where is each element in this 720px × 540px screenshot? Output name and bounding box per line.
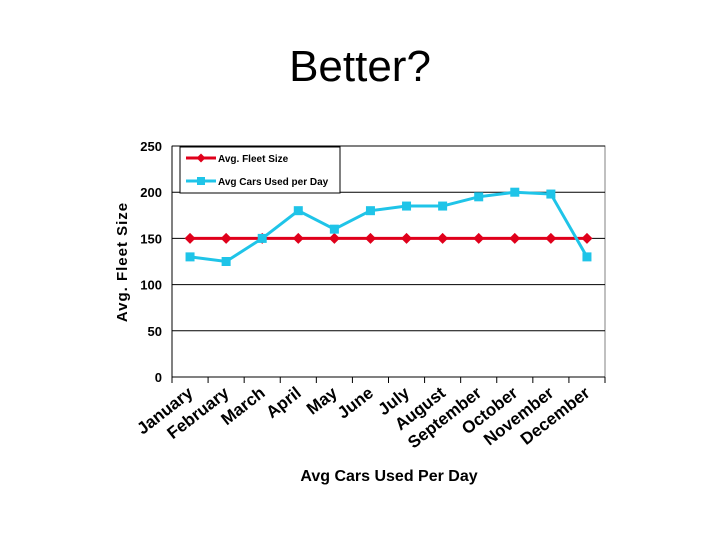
data-point — [329, 224, 339, 234]
y-tick-label: 0 — [155, 370, 162, 385]
data-point — [510, 187, 520, 197]
data-point — [328, 232, 340, 244]
data-point — [473, 232, 485, 244]
data-point — [365, 206, 375, 216]
data-point — [437, 232, 449, 244]
data-point — [364, 232, 376, 244]
data-point — [438, 201, 448, 211]
x-tick-label: June — [334, 383, 377, 422]
data-point — [545, 232, 557, 244]
legend-label: Avg. Fleet Size — [218, 154, 289, 165]
x-tick-label: April — [263, 383, 305, 422]
y-tick-label: 250 — [140, 139, 162, 154]
data-point — [185, 252, 195, 262]
legend-marker — [197, 177, 205, 185]
legend-box — [179, 146, 341, 194]
data-point — [221, 257, 231, 266]
data-point — [401, 232, 413, 244]
data-point — [546, 189, 556, 199]
y-axis-label: Avg. Fleet Size — [114, 202, 131, 322]
y-tick-label: 50 — [148, 324, 162, 339]
series-line — [189, 190, 589, 264]
legend: Avg. Fleet Size Avg Cars Used per Day — [179, 146, 341, 194]
x-tick-label: May — [303, 383, 341, 419]
data-point — [402, 201, 412, 211]
data-point — [474, 192, 484, 202]
data-point — [184, 232, 196, 244]
y-tick-label: 150 — [140, 231, 162, 246]
data-point — [292, 232, 304, 244]
legend-label: Avg Cars Used per Day — [218, 177, 329, 188]
y-tick-label: 200 — [140, 185, 162, 200]
data-point — [581, 232, 593, 244]
data-point — [257, 233, 267, 243]
x-axis-label: Avg Cars Used Per Day — [300, 468, 477, 485]
series-group — [184, 187, 593, 266]
data-point — [220, 232, 232, 244]
x-axis-ticks: JanuaryFebruaryMarchAprilMayJuneJulyAugu… — [133, 377, 606, 452]
y-axis-ticks: 0 50 100 150 200 250 — [140, 139, 162, 385]
y-tick-label: 100 — [140, 278, 162, 293]
legend-marker — [196, 153, 206, 163]
slide-title: Better? — [289, 42, 431, 91]
data-point — [582, 252, 592, 262]
data-point — [509, 232, 521, 244]
data-point — [293, 206, 303, 216]
